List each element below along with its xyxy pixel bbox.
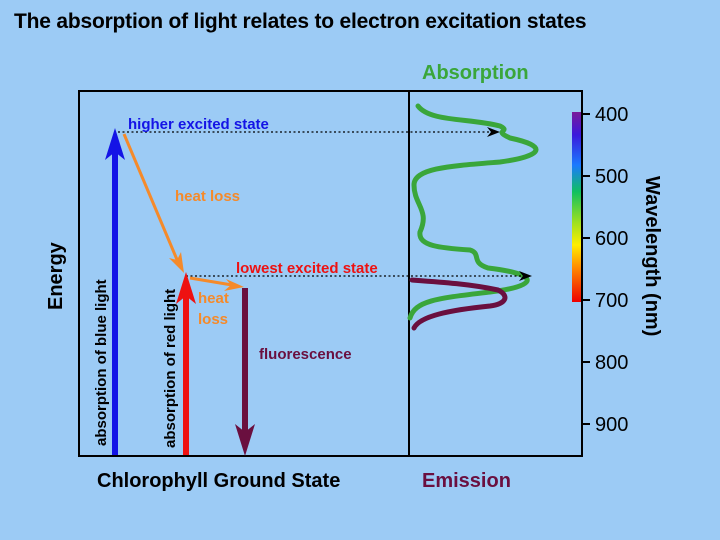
tick-label-500: 500 [595,166,628,188]
emission-curve [409,277,508,331]
tick-label-600: 600 [595,228,628,250]
wavelength-axis-label: Wavelength (nm) [641,176,663,336]
heat-loss-label-1: heat loss [175,188,240,205]
heat-loss-label-2-line2: loss [198,311,228,328]
heat-loss-label-2-line1: heat [198,290,229,307]
ground-state-label: Chlorophyll Ground State [97,470,340,492]
emission-footer: Emission [422,470,511,492]
heat-loss-arrow-1-head [169,252,184,273]
higher-excited-state-label: higher excited state [128,116,269,133]
higher-state-line-arrowhead [487,127,500,137]
heat-loss-arrow-2-shaft [189,276,233,287]
heat-loss-arrow-1-shaft [122,133,180,263]
absorption-curve [407,103,539,321]
absorption-red-label: absorption of red light [162,289,179,448]
tick-label-700: 700 [595,290,628,312]
spectrum-panel [408,90,583,457]
red-light-arrowhead [176,272,196,304]
absorption-header: Absorption [422,62,529,84]
wavelength-ticks [582,113,590,425]
heat-loss-arrow-2-head [224,279,244,291]
absorption-blue-label: absorption of blue light [93,279,110,446]
fluorescence-label: fluorescence [259,346,352,363]
tick-label-800: 800 [595,352,628,374]
fluorescence-arrowhead [235,424,255,456]
tick-label-400: 400 [595,104,628,126]
tick-label-900: 900 [595,414,628,436]
page-title: The absorption of light relates to elect… [14,10,587,33]
blue-light-arrowhead [105,128,125,160]
spectrum-color-bar [572,112,581,302]
lowest-excited-state-label: lowest excited state [236,260,378,277]
energy-axis-label: Energy [45,241,67,310]
lowest-state-line-arrowhead [519,271,532,281]
